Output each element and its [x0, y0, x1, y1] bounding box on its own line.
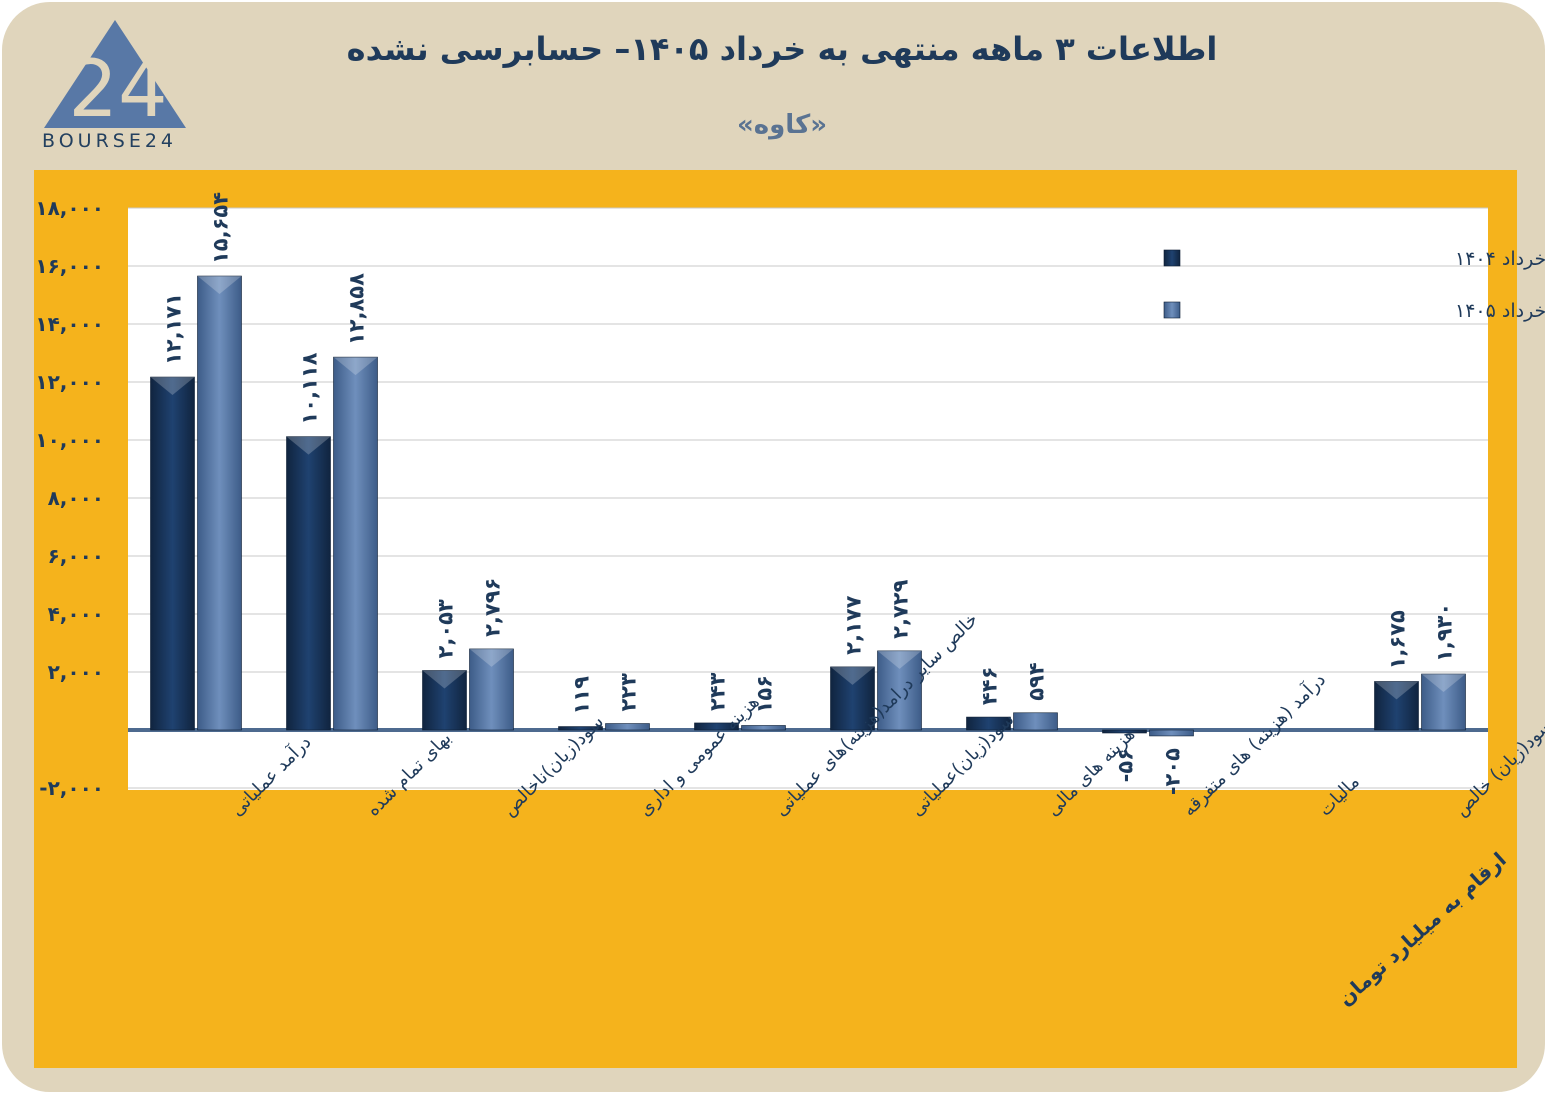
data-label: ۴۴۶ [978, 667, 1002, 705]
legend-swatch [1163, 249, 1181, 267]
y-tick-label: ۱۰,۰۰۰ [35, 428, 104, 452]
bar-bevel [422, 670, 467, 689]
data-label: ۱,۹۳۰ [1433, 603, 1457, 662]
data-label: ۱۲,۱۷۱ [162, 293, 186, 365]
bar-bevel [286, 436, 331, 455]
bar-bevel [469, 648, 514, 667]
bourse24-logo: 24 [44, 20, 186, 135]
bar-bevel [197, 276, 242, 295]
bar [333, 356, 378, 731]
bar [1102, 729, 1147, 734]
data-label: ۲,۰۵۳ [434, 599, 458, 658]
y-tick-label: ۲,۰۰۰ [48, 660, 104, 684]
bar [558, 726, 603, 731]
legend-label: عملکرد منتهی به خرداد ۱۴۰۵ [1455, 300, 1545, 322]
bar [197, 275, 242, 731]
bar-bevel [333, 357, 378, 376]
bar [150, 376, 195, 731]
bar [1013, 712, 1058, 731]
bar-bevel [1421, 674, 1466, 693]
bar [966, 716, 1011, 731]
bar [1421, 673, 1466, 731]
data-label: ۵۹۴ [1025, 662, 1049, 701]
y-tick-label: ۴,۰۰۰ [48, 602, 104, 626]
data-label: ۱۵,۶۵۴ [209, 192, 233, 264]
bar-bevel [1374, 681, 1419, 700]
bar [830, 666, 875, 731]
svg-text:24: 24 [68, 45, 167, 135]
y-tick-label: ۱۶,۰۰۰ [35, 254, 104, 278]
y-tick-label: ۱۲,۰۰۰ [35, 370, 104, 394]
data-label: ۲,۱۷۷ [842, 595, 866, 654]
data-label: ۱۲,۸۵۸ [345, 273, 369, 345]
y-tick-label: ۱۸,۰۰۰ [35, 196, 104, 220]
bar [741, 725, 786, 731]
bar [1149, 729, 1194, 737]
bar-bevel [830, 666, 875, 685]
data-label: ۱۵۶ [753, 675, 777, 713]
bar [877, 650, 922, 731]
chart-subtitle: «کاوه» [737, 110, 827, 140]
bar-bevel [150, 377, 195, 396]
bar [469, 648, 514, 731]
data-label: ۲۴۳ [706, 672, 730, 711]
data-label: ۲,۷۹۶ [481, 578, 505, 637]
bar [605, 723, 650, 731]
data-label: ۱,۶۷۵ [1386, 610, 1410, 669]
data-label: ۱۱۹ [570, 676, 594, 715]
data-label: ۱۰,۱۱۸ [298, 352, 322, 424]
chart-title: اطلاعات ۳ ماهه منتهی به خرداد ۱۴۰۵– حساب… [346, 30, 1218, 68]
legend-swatch [1163, 301, 1181, 319]
y-tick-label: ۶,۰۰۰ [48, 544, 104, 568]
bar [286, 436, 331, 731]
logo-text: BOURSE24 [42, 130, 178, 152]
y-tick-label: -۲,۰۰۰ [39, 776, 104, 800]
bar-bevel [877, 650, 922, 669]
y-tick-label: ۸,۰۰۰ [48, 486, 104, 510]
data-label: -۲۰۵ [1161, 748, 1185, 795]
y-tick-label: ۱۴,۰۰۰ [35, 312, 104, 336]
data-label: ۲,۷۲۹ [889, 579, 913, 638]
data-label: -۵۶ [1114, 748, 1138, 782]
data-label: ۲۲۳ [617, 673, 641, 712]
bar [694, 722, 739, 731]
legend-label: عملکرد منتهی به خرداد ۱۴۰۴ [1455, 248, 1545, 270]
bar [1374, 681, 1419, 731]
bar [422, 670, 467, 731]
